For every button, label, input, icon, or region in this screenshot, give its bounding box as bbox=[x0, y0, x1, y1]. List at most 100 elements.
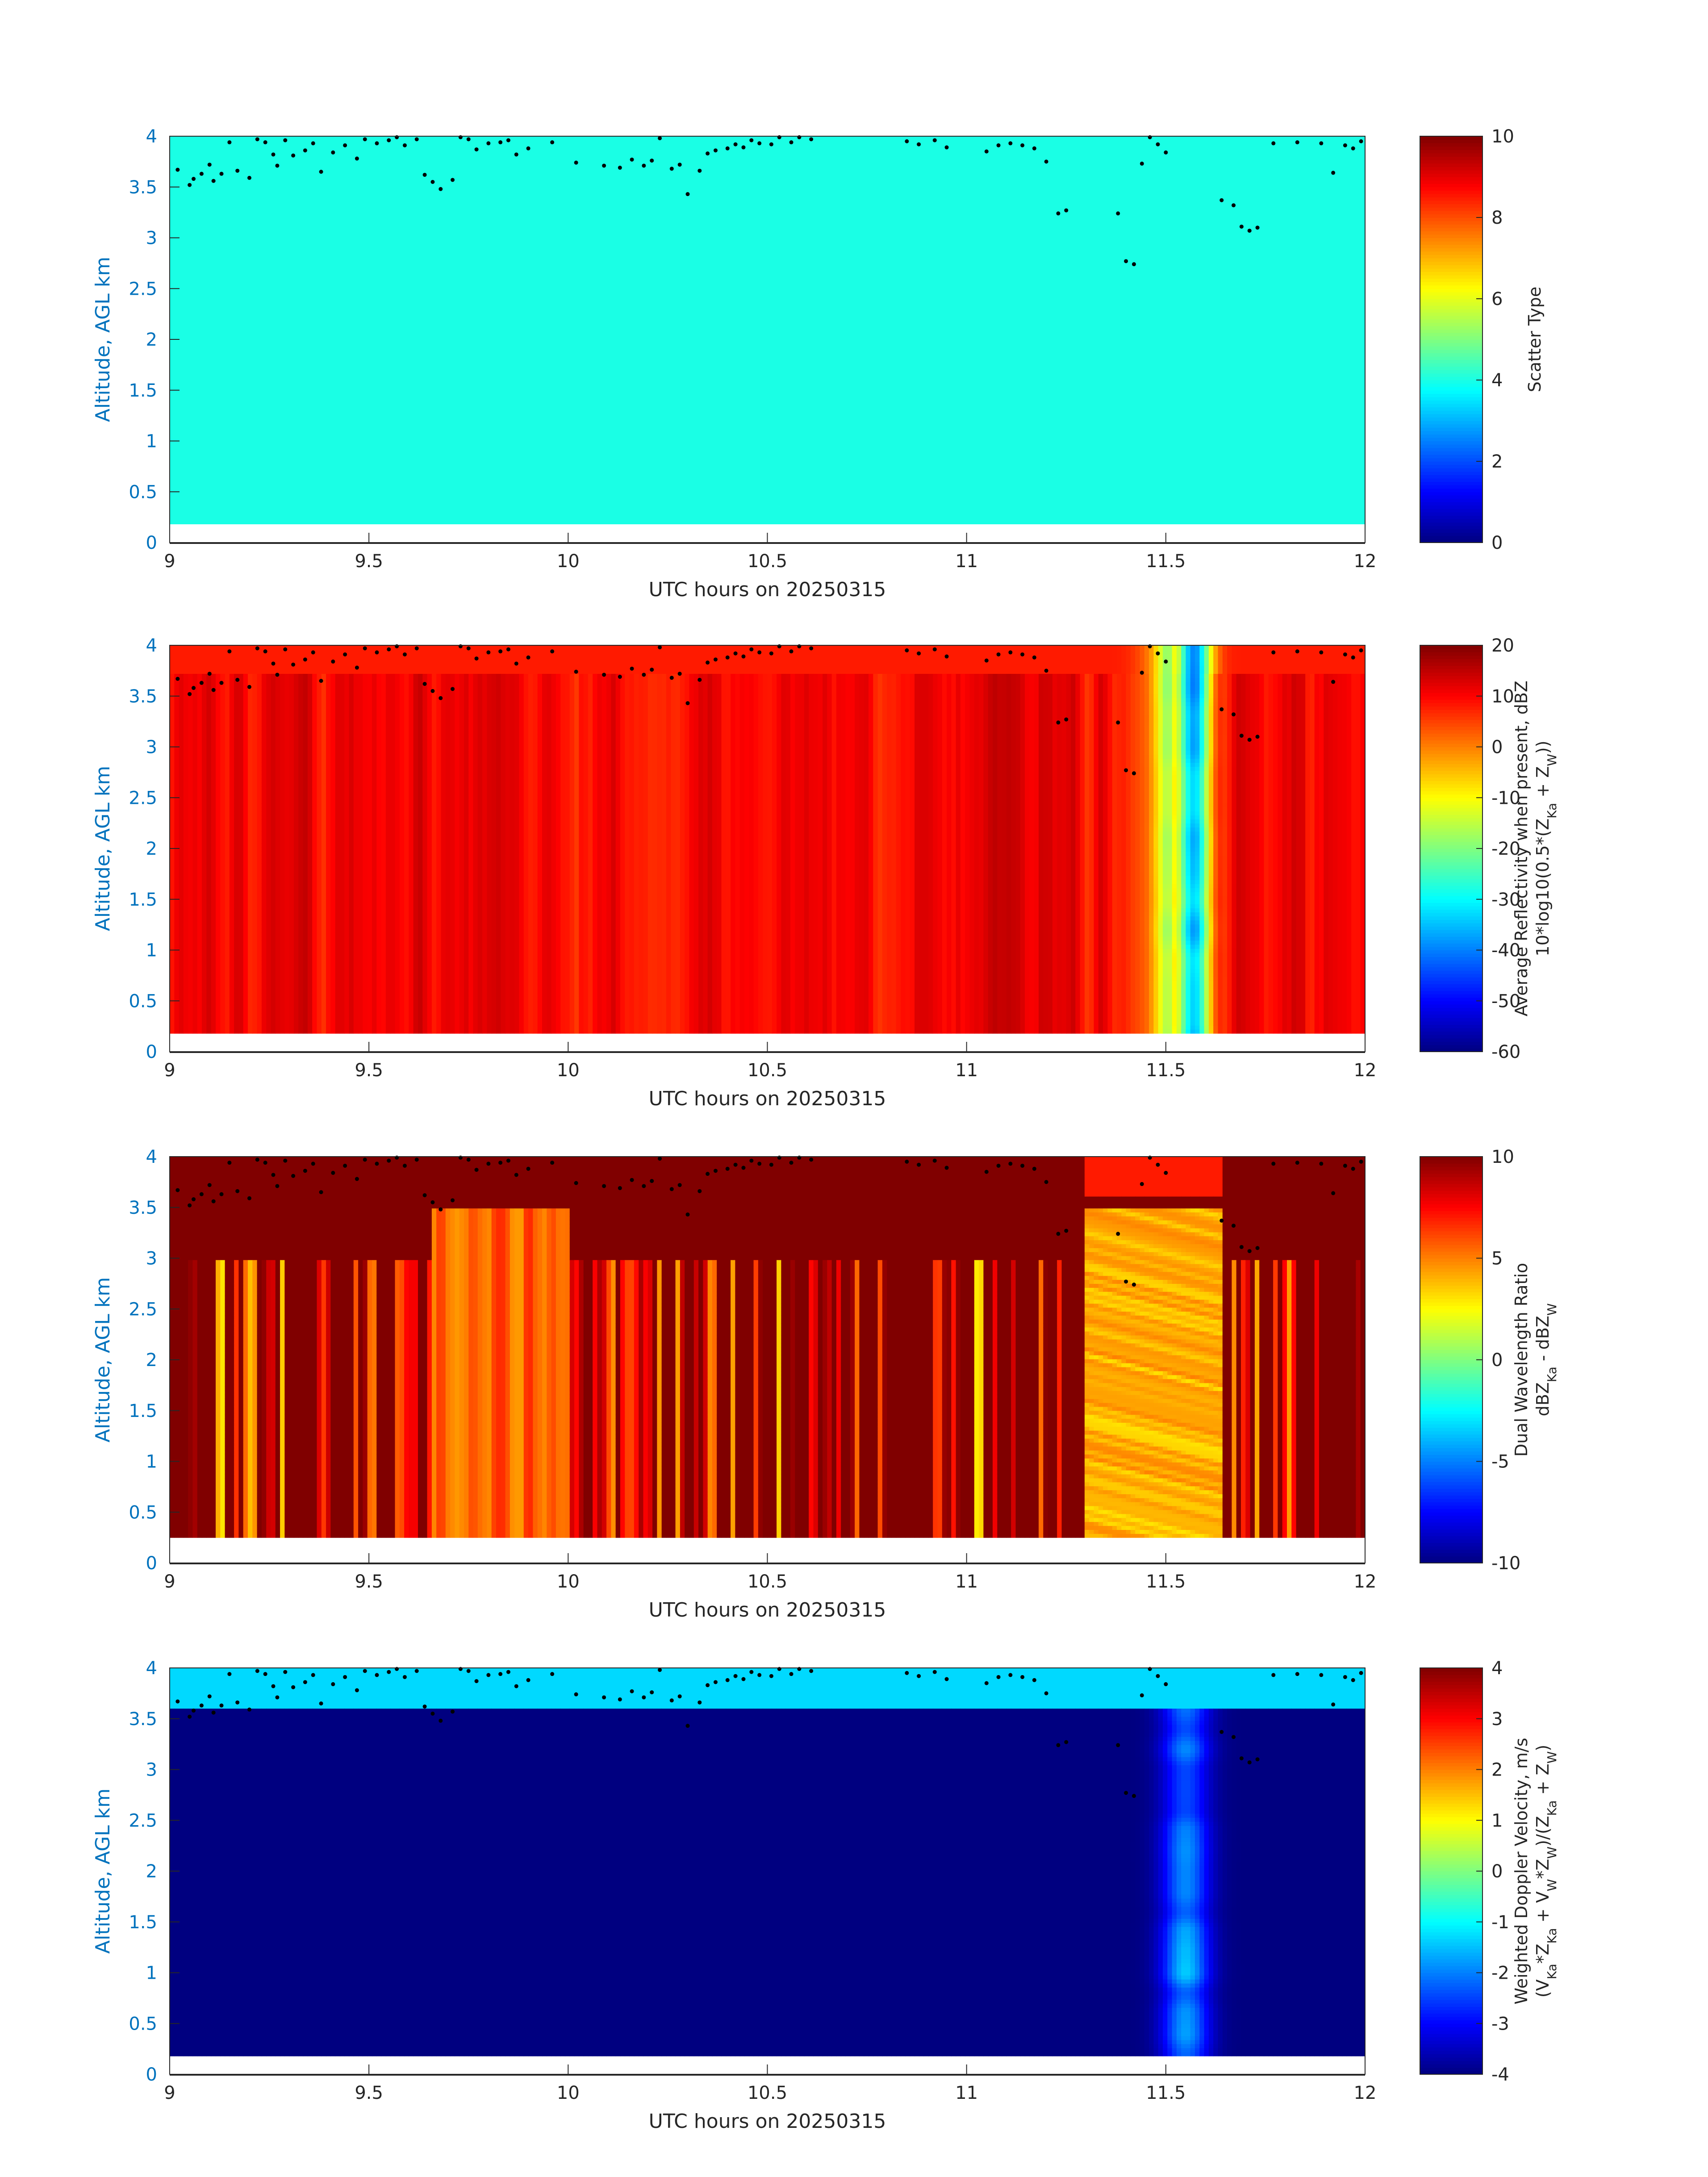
heatmap-cell bbox=[170, 993, 175, 998]
heatmap-cell bbox=[206, 823, 211, 827]
heatmap-cell bbox=[170, 961, 175, 965]
heatmap-cell bbox=[170, 763, 175, 767]
heatmap-cell bbox=[197, 710, 202, 715]
heatmap-cell bbox=[174, 876, 179, 880]
colorbar-swatch bbox=[1420, 265, 1482, 268]
heatmap-cell bbox=[234, 771, 239, 775]
heatmap-cell bbox=[211, 1017, 216, 1022]
x-axis-label: UTC hours on 20250315 bbox=[649, 578, 886, 601]
heatmap-cell bbox=[216, 1009, 221, 1014]
heatmap-cell bbox=[238, 819, 243, 823]
heatmap-cell bbox=[211, 916, 216, 921]
heatmap-cell bbox=[206, 795, 211, 799]
heatmap-cell bbox=[193, 844, 198, 848]
heatmap-cell bbox=[170, 669, 175, 674]
heatmap-cell bbox=[225, 860, 230, 864]
heatmap-cell bbox=[230, 710, 234, 715]
heatmap-cell bbox=[188, 872, 193, 876]
heatmap-cell bbox=[174, 953, 179, 957]
heatmap-cell bbox=[170, 868, 175, 872]
heatmap-cell bbox=[211, 718, 216, 723]
heatmap-cell bbox=[216, 718, 221, 723]
heatmap-cell bbox=[234, 848, 239, 852]
heatmap-cell bbox=[170, 1005, 175, 1010]
overlay-point bbox=[271, 152, 276, 156]
heatmap-cell bbox=[206, 860, 211, 864]
heatmap-cell bbox=[202, 916, 207, 921]
heatmap-cell bbox=[225, 908, 230, 912]
heatmap-cell bbox=[193, 807, 198, 811]
heatmap-cell bbox=[230, 844, 234, 848]
heatmap-cell bbox=[216, 868, 221, 872]
heatmap-cell bbox=[197, 1001, 202, 1006]
heatmap-cell bbox=[211, 872, 216, 876]
heatmap-cell bbox=[184, 896, 188, 900]
heatmap-cell bbox=[193, 1001, 198, 1006]
heatmap-cell bbox=[211, 868, 216, 872]
heatmap-cell bbox=[220, 932, 225, 937]
heatmap-cell bbox=[170, 649, 175, 654]
colorbar-tick-label: 0 bbox=[1491, 533, 1503, 553]
heatmap-cell bbox=[206, 981, 211, 985]
heatmap-cell bbox=[225, 803, 230, 807]
overlay-point bbox=[208, 163, 212, 167]
heatmap-cell bbox=[202, 993, 207, 998]
heatmap-cell bbox=[179, 706, 184, 710]
heatmap-cell bbox=[188, 916, 193, 921]
heatmap-cell bbox=[238, 811, 243, 815]
heatmap-cell bbox=[202, 928, 207, 933]
heatmap-cell bbox=[238, 856, 243, 860]
heatmap-cell bbox=[202, 665, 207, 670]
heatmap-cell bbox=[220, 706, 225, 710]
heatmap-cell bbox=[193, 953, 198, 957]
heatmap-cell bbox=[188, 940, 193, 945]
heatmap-cell bbox=[211, 645, 216, 650]
heatmap-cell bbox=[170, 831, 175, 836]
heatmap-cell bbox=[197, 953, 202, 957]
heatmap-cell bbox=[202, 856, 207, 860]
heatmap-cell bbox=[193, 718, 198, 723]
heatmap-cell bbox=[220, 763, 225, 767]
heatmap-cell bbox=[234, 1009, 239, 1014]
heatmap-cell bbox=[193, 795, 198, 799]
heatmap-cell bbox=[216, 754, 221, 759]
heatmap-cell bbox=[220, 783, 225, 787]
heatmap-cell bbox=[197, 686, 202, 690]
heatmap-cell bbox=[188, 896, 193, 900]
heatmap-cell bbox=[211, 860, 216, 864]
heatmap-cell bbox=[188, 989, 193, 994]
heatmap-cell bbox=[197, 783, 202, 787]
heatmap-cell bbox=[225, 795, 230, 799]
heatmap-cell bbox=[238, 860, 243, 864]
heatmap-cell bbox=[216, 665, 221, 670]
overlay-point bbox=[714, 148, 718, 152]
heatmap-cell bbox=[211, 973, 216, 977]
colorbar-swatch bbox=[1420, 353, 1482, 356]
heatmap-cell bbox=[206, 916, 211, 921]
colorbar-swatch bbox=[1420, 387, 1482, 390]
heatmap-cell bbox=[174, 904, 179, 908]
heatmap-cell bbox=[230, 763, 234, 767]
heatmap-cell bbox=[230, 1025, 234, 1030]
colorbar-swatch bbox=[1420, 526, 1482, 529]
heatmap-cell bbox=[234, 827, 239, 832]
heatmap-cell bbox=[188, 876, 193, 880]
heatmap-cell bbox=[184, 831, 188, 836]
heatmap-cell bbox=[225, 722, 230, 727]
heatmap bbox=[170, 136, 1365, 524]
overlay-point bbox=[642, 163, 646, 167]
heatmap-cell bbox=[234, 1017, 239, 1022]
heatmap-cell bbox=[206, 750, 211, 755]
heatmap-cell bbox=[220, 840, 225, 844]
heatmap-cell bbox=[225, 949, 230, 953]
heatmap-cell bbox=[197, 920, 202, 925]
heatmap-cell bbox=[230, 661, 234, 666]
x-tick-label: 10 bbox=[557, 551, 580, 572]
heatmap-cell bbox=[216, 775, 221, 779]
heatmap-cell bbox=[202, 904, 207, 908]
heatmap-cell bbox=[216, 706, 221, 710]
heatmap-cell bbox=[216, 827, 221, 832]
colorbar-swatch bbox=[1420, 333, 1482, 336]
heatmap-cell bbox=[174, 900, 179, 904]
heatmap-cell bbox=[216, 653, 221, 658]
